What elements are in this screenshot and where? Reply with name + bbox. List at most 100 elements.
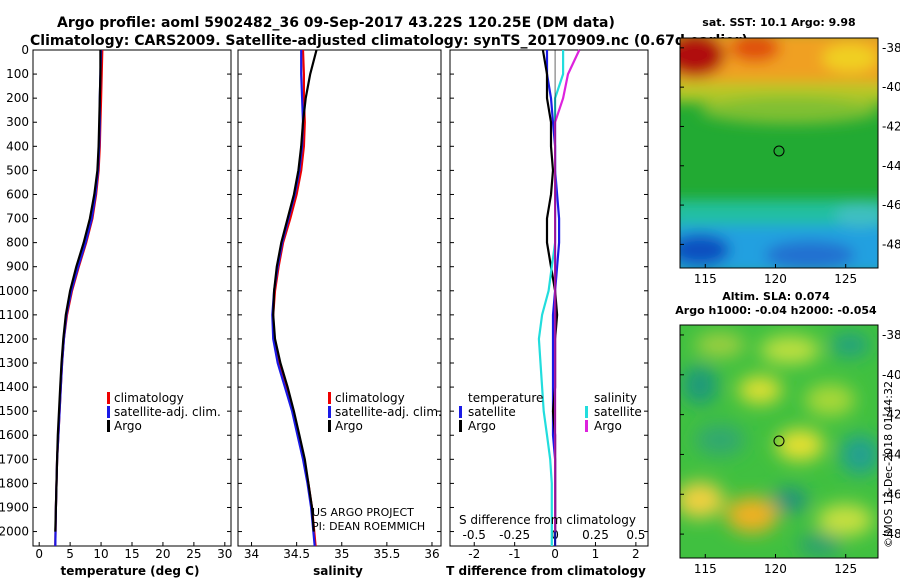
legend-swatch-t-satellite xyxy=(459,406,462,418)
difference-xlabel: T difference from climatology xyxy=(446,564,646,578)
s-diff-tick-label: -0.25 xyxy=(499,528,530,542)
lat-tick-label: -38 xyxy=(882,328,900,342)
lon-tick-label: 115 xyxy=(694,562,717,576)
legend-label: satellite-adj. clim. xyxy=(114,405,221,419)
depth-tick-label: 900 xyxy=(6,260,29,274)
lat-tick-label: -48 xyxy=(882,527,900,541)
legend-swatch-climatology xyxy=(107,392,110,404)
legend-label: Argo xyxy=(335,419,363,433)
legend-title-salinity: salinity xyxy=(594,391,637,405)
lat-tick-label: -40 xyxy=(882,80,900,94)
legend-label: satellite xyxy=(468,405,516,419)
difference-panel-frame xyxy=(449,49,649,547)
depth-tick-label: 800 xyxy=(6,236,29,250)
series-line-salinity-argo xyxy=(553,49,581,532)
salinity-x-axis: 34 34.5 35 35.5 36 xyxy=(244,542,440,561)
x-tick-label: 1 xyxy=(592,547,600,561)
difference-x-axis: -2 -1 0 1 2 xyxy=(468,542,640,561)
x-tick-label: 5 xyxy=(66,547,74,561)
temperature-lines xyxy=(54,49,104,547)
sst-map-frame xyxy=(679,37,879,269)
depth-axis: 0 100 200 300 400 500 600 700 800 900 1000 1100 1200… xyxy=(0,43,648,539)
x-tick-label: 10 xyxy=(93,547,108,561)
temperature-panel-frame xyxy=(32,49,232,547)
project-note: US ARGO PROJECT xyxy=(312,506,414,519)
x-tick-label: 2 xyxy=(632,547,640,561)
difference-lines xyxy=(537,49,581,546)
depth-tick-label: 700 xyxy=(6,212,29,226)
lat-tick-label: -42 xyxy=(882,119,900,133)
sla-float-marker xyxy=(773,435,785,447)
depth-tick-label: 200 xyxy=(6,91,29,105)
series-line-temperature-satellite xyxy=(545,50,561,546)
legend-label: Argo xyxy=(468,419,496,433)
depth-tick-label: 400 xyxy=(6,139,29,153)
sla-map-axes: -38 -40 -42 -44 -46 -48 115 120 125 xyxy=(680,328,900,576)
legend-swatch-s-satellite xyxy=(585,406,588,418)
x-tick-label: 0 xyxy=(551,547,559,561)
sst-float-marker xyxy=(773,145,785,157)
x-tick-label: 20 xyxy=(155,547,170,561)
x-tick-label: -1 xyxy=(509,547,521,561)
sst-map-image xyxy=(680,38,878,268)
depth-tick-label: 1500 xyxy=(0,404,29,418)
lat-tick-label: -46 xyxy=(882,487,900,501)
legend-label: climatology xyxy=(114,391,184,405)
figure-title-line1: Argo profile: aoml 5902482_36 09-Sep-201… xyxy=(57,15,615,31)
lon-tick-label: 120 xyxy=(764,272,787,286)
s-diff-tick-label: 0.25 xyxy=(582,528,609,542)
lon-tick-label: 125 xyxy=(834,272,857,286)
lat-tick-label: -38 xyxy=(882,41,900,55)
depth-tick-label: 1800 xyxy=(0,476,29,490)
lon-tick-label: 120 xyxy=(764,562,787,576)
legend-swatch-argo xyxy=(107,420,110,432)
depth-tick-label: 1900 xyxy=(0,500,29,514)
lon-tick-label: 115 xyxy=(694,272,717,286)
x-tick-label: 36 xyxy=(424,547,439,561)
lat-tick-label: -44 xyxy=(882,447,900,461)
sla-map-frame xyxy=(679,324,879,559)
series-line-satellite-adj-clim- xyxy=(54,49,103,547)
s-diff-tick-label: -0.5 xyxy=(463,528,486,542)
series-line-climatology xyxy=(54,49,104,547)
legend-label: satellite xyxy=(594,405,642,419)
depth-tick-label: 1300 xyxy=(0,356,29,370)
salinity-panel-frame xyxy=(237,49,442,547)
legend-swatch-satellite xyxy=(328,406,331,418)
x-tick-label: 25 xyxy=(186,547,201,561)
depth-tick-label: 600 xyxy=(6,187,29,201)
copyright-stamp: ©IMOS 13-Dec-2018 01:44:32 xyxy=(882,381,895,548)
sla-map-subtitle: Argo h1000: -0.04 h2000: -0.054 xyxy=(675,304,877,317)
legend-swatch-s-argo xyxy=(585,420,588,432)
legend-label: satellite-adj. clim. xyxy=(335,405,442,419)
temperature-x-axis: 0 5 10 15 20 25 30 xyxy=(35,542,232,561)
lat-tick-label: -46 xyxy=(882,198,900,212)
figure-title-line2: Climatology: CARS2009. Satellite-adjuste… xyxy=(30,33,748,49)
depth-tick-label: 300 xyxy=(6,115,29,129)
depth-tick-label: 100 xyxy=(6,67,29,81)
legend-swatch-climatology xyxy=(328,392,331,404)
sst-map-axes: -38 -40 -42 -44 -46 -48 115 120 125 xyxy=(680,41,900,286)
series-line-climatology xyxy=(272,49,317,547)
salinity-difference-axis: -0.5 -0.25 0 0.25 0.5 xyxy=(463,528,646,542)
x-tick-label: 15 xyxy=(124,547,139,561)
depth-tick-label: 1400 xyxy=(0,380,29,394)
x-tick-label: 35 xyxy=(334,547,349,561)
legend-swatch-t-argo xyxy=(459,420,462,432)
lat-tick-label: -44 xyxy=(882,159,900,173)
depth-tick-label: 1700 xyxy=(0,452,29,466)
depth-tick-label: 1600 xyxy=(0,428,29,442)
depth-tick-label: 0 xyxy=(21,43,29,57)
difference-legend: temperature satellite Argo salinity sate… xyxy=(459,391,642,433)
pi-note: PI: DEAN ROEMMICH xyxy=(312,520,425,533)
s-diff-tick-label: 0.5 xyxy=(626,528,645,542)
legend-label: climatology xyxy=(335,391,405,405)
x-tick-label: 34.5 xyxy=(283,547,310,561)
salinity-legend: climatology satellite-adj. clim. Argo US… xyxy=(312,391,442,533)
legend-label: Argo xyxy=(114,419,142,433)
sla-map-image xyxy=(680,325,878,558)
salinity-lines xyxy=(271,49,318,547)
temperature-xlabel: temperature (deg C) xyxy=(61,564,200,578)
depth-tick-label: 1000 xyxy=(0,284,29,298)
